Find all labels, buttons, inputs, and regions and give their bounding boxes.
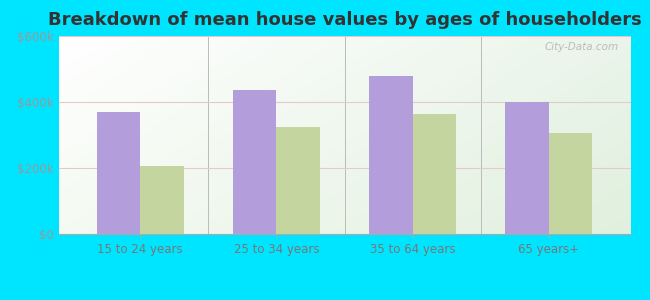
Bar	[369, 76, 413, 234]
Bar	[505, 102, 549, 234]
Bar	[140, 166, 184, 234]
Bar	[233, 90, 276, 234]
Bar	[97, 112, 140, 234]
Bar	[276, 127, 320, 234]
Bar	[413, 113, 456, 234]
Title: Breakdown of mean house values by ages of householders: Breakdown of mean house values by ages o…	[47, 11, 642, 29]
Bar	[549, 133, 592, 234]
Text: City-Data.com: City-Data.com	[545, 42, 619, 52]
